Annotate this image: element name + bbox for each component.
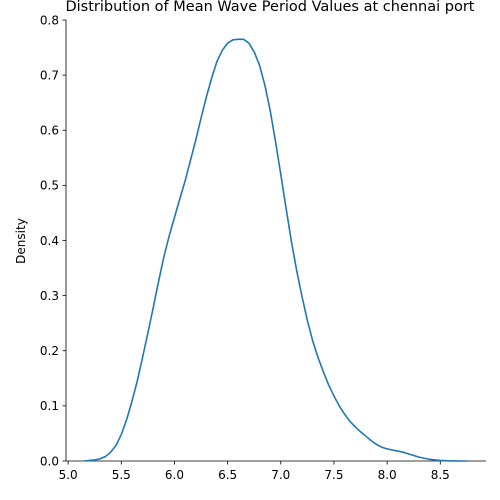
x-tick-label: 5.5 [112,468,131,482]
y-tick-label: 0.0 [40,454,59,468]
y-tick-label: 0.5 [40,179,59,193]
y-tick-label: 0.2 [40,344,59,358]
chart-title: Distribution of Mean Wave Period Values … [65,0,474,15]
x-axis-ticks: 5.0 5.5 6.0 6.5 7.0 7.5 8.0 8.5 [59,461,450,482]
x-tick-label: 6.0 [165,468,184,482]
y-tick-label: 0.4 [40,234,59,248]
y-axis-ticks: 0.0 0.1 0.2 0.3 0.4 0.5 0.6 0.7 0.8 [40,13,66,468]
x-tick-label: 7.0 [271,468,290,482]
y-tick-label: 0.1 [40,399,59,413]
y-tick-label: 0.8 [40,13,59,27]
y-tick-label: 0.7 [40,68,59,82]
x-tick-label: 5.0 [59,468,78,482]
y-tick-label: 0.6 [40,124,59,138]
y-tick-label: 0.3 [40,289,59,303]
x-tick-label: 7.5 [324,468,343,482]
x-tick-label: 6.5 [218,468,237,482]
y-axis-label: Density [14,218,28,264]
density-curve [83,38,468,462]
x-tick-label: 8.5 [431,468,450,482]
x-tick-label: 8.0 [378,468,397,482]
